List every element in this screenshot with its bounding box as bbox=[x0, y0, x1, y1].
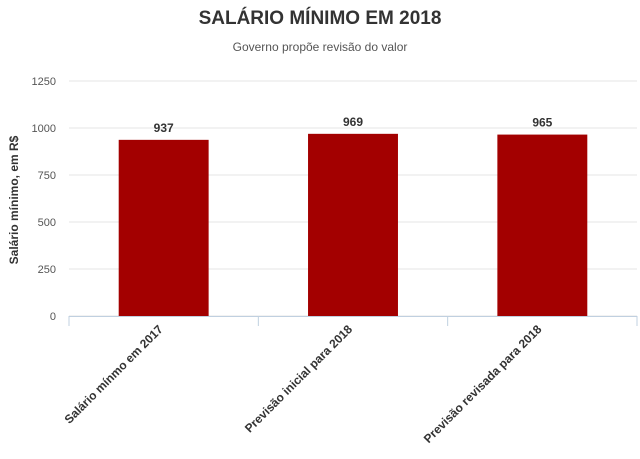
chart-subtitle: Governo propõe revisão do valor bbox=[232, 40, 408, 54]
y-axis-title: Salário mínimo, em R$ bbox=[7, 135, 21, 264]
bars bbox=[118, 133, 588, 316]
bar bbox=[308, 133, 398, 316]
y-tick-label: 750 bbox=[38, 170, 56, 182]
x-axis bbox=[68, 316, 638, 326]
x-tick-label: Previsão revisada para 2018 bbox=[421, 322, 545, 446]
data-label: 937 bbox=[154, 121, 174, 135]
data-label: 969 bbox=[343, 115, 363, 129]
bar bbox=[118, 139, 209, 316]
bar bbox=[497, 134, 588, 316]
y-tick-label: 250 bbox=[38, 264, 56, 276]
data-label: 965 bbox=[532, 116, 552, 130]
chart-title: SALÁRIO MÍNIMO EM 2018 bbox=[198, 8, 442, 29]
y-tick-label: 1250 bbox=[32, 76, 56, 88]
x-tick-label: Previsão inicial para 2018 bbox=[242, 322, 355, 435]
y-tick-label: 0 bbox=[50, 311, 56, 323]
y-tick-label: 500 bbox=[38, 217, 56, 229]
x-tick-label: Salário mínmo em 2017 bbox=[62, 322, 166, 426]
y-tick-label: 1000 bbox=[32, 123, 56, 135]
labels: 0 250 500 750 1000 1250 937 Salário mínmo em 20… bbox=[32, 76, 553, 446]
